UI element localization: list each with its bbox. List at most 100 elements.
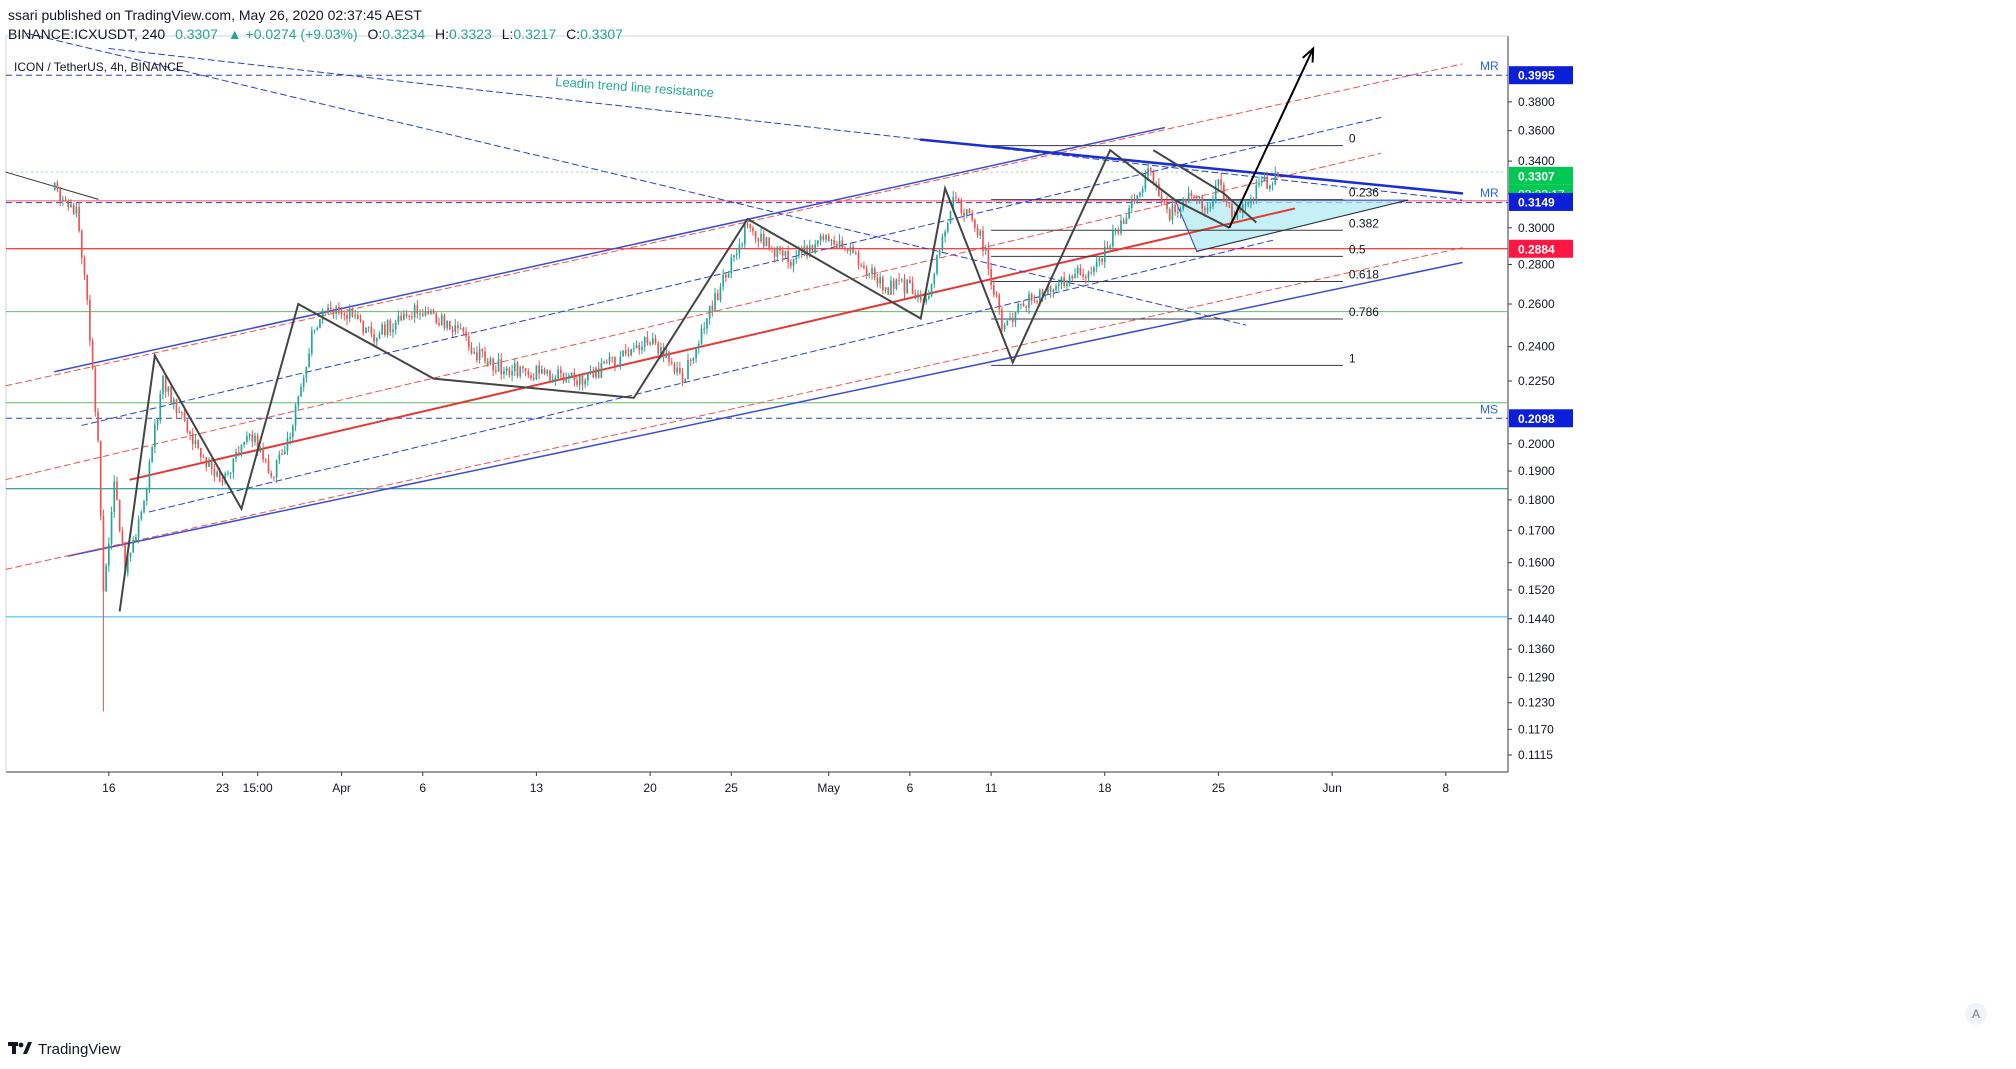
candle-body [189,431,191,434]
symbol-name[interactable]: BINANCE:ICXUSDT, 240 [8,26,166,42]
candle-body [1079,267,1082,275]
auto-scale-button[interactable]: A [1965,1003,1987,1025]
candle-body [97,411,99,441]
fib-level-label: 0.382 [1349,216,1379,230]
candle-body [210,462,213,469]
candle-body [440,315,443,325]
candle-body [235,451,237,459]
candle-body [1206,208,1209,211]
candle-body [1152,171,1155,184]
candle-body [381,324,384,335]
candle-body [365,327,367,334]
x-tick-label: 23 [216,781,230,795]
candle-body [633,348,635,350]
candle-body [267,460,270,473]
candle-body [1195,196,1198,198]
candle-body [359,318,362,322]
candle-body [310,330,313,354]
candle-body [570,372,573,376]
zigzag-pattern-upper [1152,149,1257,224]
candle-body [1093,267,1095,273]
candle-body [99,440,102,517]
candle-body [370,326,373,335]
candle-body [1122,220,1125,224]
candle-body [738,244,741,254]
candle-body [397,315,400,323]
candle-body [324,310,327,314]
candle-body [78,206,80,232]
candle-body [313,329,316,331]
candle-body [262,448,264,460]
candle-body [1187,192,1190,202]
candle-body [595,368,597,378]
candle-body [289,437,292,439]
candle-body [551,379,554,381]
candle-body [1139,192,1141,196]
candle-body [308,353,310,368]
candle-body [126,556,129,574]
trend-line-leading-resistance-dash [27,33,1246,326]
candle-body [181,412,183,414]
candle-body [194,440,197,445]
candle-body [1217,179,1220,186]
candle-body [949,211,952,224]
price-label-bg [1509,239,1573,258]
candle-body [400,315,402,321]
x-tick-label: Apr [332,781,351,795]
y-tick-label: 0.1290 [1518,670,1555,684]
candle-body [1063,277,1066,286]
candle-body [906,279,909,294]
y-tick-label: 0.3600 [1518,124,1555,138]
candle-body [727,274,730,278]
candle-body [273,476,275,478]
candle-body [1076,267,1079,274]
candle-body [486,361,489,365]
candle-body [1009,317,1011,321]
candle-body [513,363,516,372]
candle-body [1201,196,1204,209]
candle-body [218,471,221,481]
candle-body [240,444,243,455]
candle-body [689,360,692,362]
candle-body [692,358,695,361]
candle-body [305,367,308,378]
candle-body [56,182,59,190]
candle-body [1049,285,1052,292]
candle-body [670,362,673,364]
candle-body [435,313,438,323]
tradingview-logo[interactable]: TradingView [8,1040,121,1058]
tradingview-logo-icon [8,1042,32,1054]
candle-body [711,305,714,312]
candle-body [898,279,900,281]
candle-body [1190,192,1193,196]
y-tick-label: 0.2800 [1518,258,1555,272]
candle-body [1103,246,1106,263]
x-tick-label: 25 [725,781,739,795]
x-tick-label: 6 [907,781,914,795]
candle-body [524,368,527,372]
candle-body [251,434,254,443]
candle-body [227,473,229,475]
trend-line-channel-low-red-dash [5,247,1463,570]
candle-body [121,530,124,545]
candle-body [619,356,622,365]
trend-line-topleft-gray [5,171,99,200]
candle-body [1087,271,1090,279]
level-tag: MR [1480,186,1499,200]
candle-body [522,366,524,369]
candle-body [952,197,955,212]
candle-body [752,227,754,232]
candle-body [527,371,530,376]
candle-body [151,446,153,462]
candle-body [1158,183,1160,196]
candle-body [936,255,938,274]
candle-body [963,213,965,217]
candle-body [917,293,919,298]
candle-body [1090,271,1093,273]
candle-body [1247,203,1250,205]
candle-body [984,248,987,252]
candle-body [505,368,508,372]
trend-line-channel-top-purple [53,126,1166,373]
candle-body [500,359,503,375]
